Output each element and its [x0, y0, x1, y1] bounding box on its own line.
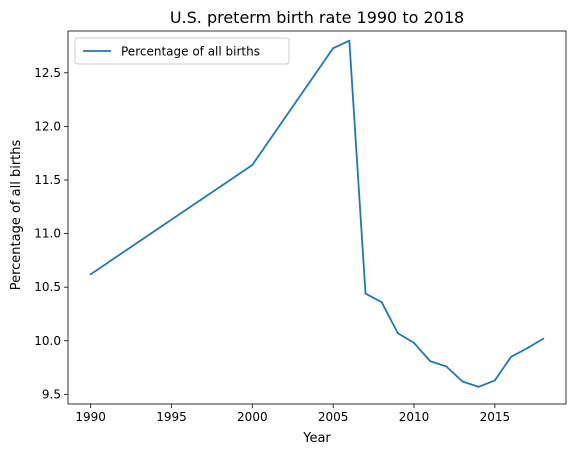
- x-axis-label: Year: [302, 431, 331, 446]
- data-point: [332, 47, 335, 50]
- y-tick-label: 12.0: [34, 119, 61, 133]
- data-point: [429, 360, 432, 363]
- x-tick-label: 2015: [480, 410, 511, 424]
- axes-frame: [67, 30, 567, 405]
- data-point: [396, 332, 399, 335]
- x-tick-label: 2010: [399, 410, 430, 424]
- data-point: [493, 379, 496, 382]
- data-point: [251, 164, 254, 166]
- y-tick-label: 10.5: [34, 280, 61, 294]
- legend: Percentage of all births: [74, 37, 290, 65]
- data-point: [510, 355, 512, 358]
- data-point: [413, 342, 415, 344]
- x-tick-label: 2000: [237, 410, 268, 424]
- legend-box: [74, 37, 290, 65]
- x-tick-label: 2005: [318, 410, 349, 424]
- data-point: [461, 380, 464, 383]
- chart-title: U.S. preterm birth rate 1990 to 2018: [170, 8, 464, 27]
- y-tick-label: 10.0: [34, 334, 61, 348]
- data-point: [89, 273, 92, 276]
- data-point: [348, 39, 351, 42]
- data-point: [364, 292, 367, 295]
- series-line: [90, 39, 544, 388]
- y-tick-label: 12.5: [34, 66, 61, 80]
- plot-area: 1990 1995 2000 2005 2010 2015 9.5 10.0 10.5 11.0 1…: [34, 30, 567, 424]
- data-point: [445, 365, 448, 368]
- x-tick-label: 1990: [75, 410, 106, 424]
- x-tick-label: 1995: [156, 410, 187, 424]
- data-point: [526, 347, 529, 350]
- y-tick-label: 11.5: [34, 173, 61, 187]
- y-axis-label: Percentage of all births: [9, 139, 24, 290]
- data-point: [380, 301, 383, 304]
- y-tick-label: 9.5: [42, 387, 61, 401]
- data-point: [542, 337, 545, 340]
- legend-label: Percentage of all births: [121, 45, 260, 59]
- y-tick-label: 11.0: [34, 227, 61, 241]
- data-point: [477, 385, 480, 388]
